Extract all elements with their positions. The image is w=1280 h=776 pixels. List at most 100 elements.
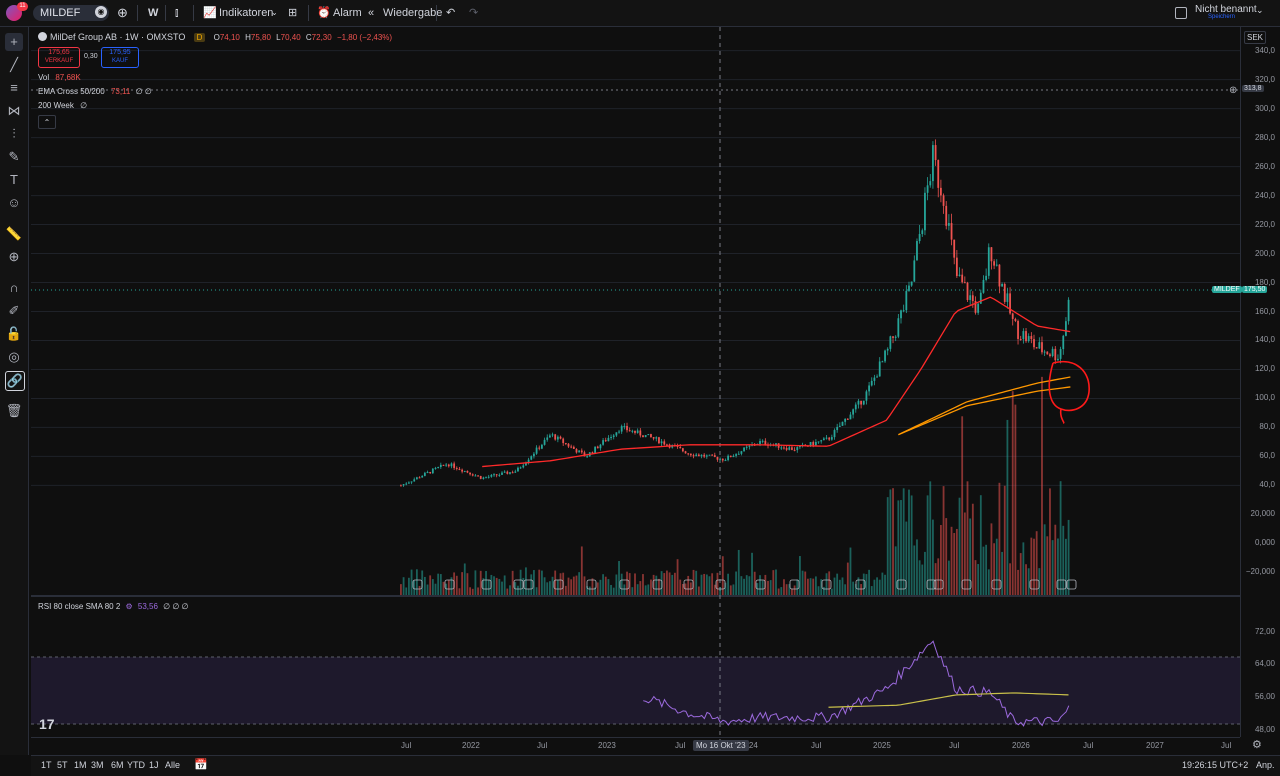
- currency-button[interactable]: SEK: [1244, 31, 1267, 44]
- timeframe-1t[interactable]: 1T: [41, 760, 52, 770]
- timeframe-1m[interactable]: 1M: [74, 760, 87, 770]
- timeframe-ytd[interactable]: YTD: [127, 760, 145, 770]
- timeframe-1j[interactable]: 1J: [149, 760, 159, 770]
- sell-button[interactable]: 175,65 VERKAUF: [38, 47, 80, 68]
- volume-bar: [918, 560, 921, 595]
- candle-body: [1038, 342, 1041, 349]
- candle-body: [594, 446, 597, 453]
- add-alert-icon[interactable]: ⊕: [1229, 85, 1238, 96]
- volume-bar: [966, 481, 969, 595]
- volume-bar: [445, 583, 448, 595]
- timeframe-alle[interactable]: Alle: [165, 760, 181, 770]
- layout-save-label[interactable]: Speichern: [1208, 14, 1236, 20]
- candle-body: [846, 418, 849, 420]
- rsi-settings-icon[interactable]: ⚙: [125, 602, 133, 611]
- axis-settings-icon[interactable]: ⚙: [1252, 739, 1262, 751]
- price-tick-label: 200,0: [1254, 248, 1275, 258]
- candle-body: [1019, 338, 1022, 340]
- indicators-button[interactable]: Indikatoren: [219, 7, 274, 19]
- layout-checkbox[interactable]: [1175, 7, 1187, 19]
- candle-body: [485, 477, 487, 479]
- candle-body: [639, 430, 642, 436]
- candle-body: [897, 318, 900, 337]
- candle-body: [711, 454, 714, 456]
- redo-icon[interactable]: ↷: [469, 7, 479, 19]
- candle-body: [950, 223, 953, 240]
- link-icon[interactable]: 🔗: [5, 371, 25, 391]
- visibility-icon[interactable]: ◎: [8, 349, 20, 364]
- candle-body: [953, 239, 956, 258]
- interval-button[interactable]: W: [148, 7, 159, 19]
- text-icon[interactable]: T: [10, 172, 18, 187]
- timeframe-5t[interactable]: 5T: [57, 760, 68, 770]
- zoom-icon[interactable]: ⊕: [8, 249, 20, 264]
- volume-bar: [783, 579, 785, 595]
- add-symbol-icon[interactable]: ⊕: [117, 5, 128, 20]
- trash-icon[interactable]: 🗑: [5, 403, 23, 418]
- volume-bar: [487, 579, 490, 595]
- time-axis[interactable]: Jul 2022 Jul 2023 Jul 2024 Jul 2025 Jul 2026 Jul 20…: [31, 737, 1240, 756]
- volume-bar: [822, 586, 825, 595]
- timeframe-6m[interactable]: 6M: [111, 760, 124, 770]
- volume-bar: [418, 585, 421, 595]
- layout-grid-icon[interactable]: ⊞: [288, 7, 298, 19]
- indicators-icon[interactable]: 📈: [203, 7, 217, 19]
- adjust-button[interactable]: Anp.: [1256, 760, 1275, 770]
- buy-button[interactable]: 175,95 KAUF: [101, 47, 139, 68]
- crosshair-icon[interactable]: +: [5, 33, 23, 51]
- candle-body: [788, 447, 791, 450]
- trend-line-icon[interactable]: ╱: [10, 57, 18, 72]
- eye-icon[interactable]: ◉: [95, 6, 107, 18]
- undo-icon[interactable]: ↶: [446, 7, 456, 19]
- chevron-down-icon[interactable]: ⌄: [271, 8, 278, 17]
- layout-name[interactable]: Nicht benannt: [1195, 4, 1257, 15]
- volume-bar: [1059, 481, 1062, 595]
- magnet-icon[interactable]: ∩: [9, 280, 19, 295]
- volume-bar: [993, 543, 996, 595]
- volume-bar: [913, 545, 916, 595]
- candle-body: [604, 440, 607, 442]
- volume-bar: [932, 519, 934, 595]
- candle-body: [1001, 283, 1003, 287]
- candle-body: [447, 464, 450, 467]
- price-chart[interactable]: 17: [31, 27, 1240, 751]
- collapse-legend-button[interactable]: ⌃: [38, 115, 56, 129]
- candle-body: [439, 464, 442, 467]
- clock[interactable]: 19:26:15 UTC+2: [1182, 760, 1249, 770]
- replay-button[interactable]: Wiedergabe: [383, 7, 443, 19]
- earnings-marker: [755, 579, 766, 590]
- candle-body: [1025, 331, 1027, 342]
- volume-bar: [735, 571, 737, 595]
- price-axis[interactable]: SEK 340,0 320,0 300,0 280,0 260,0 240,0 220,0 2…: [1240, 27, 1280, 737]
- pattern-icon[interactable]: ⋈: [7, 103, 21, 118]
- volume-bar: [961, 416, 964, 595]
- date-range-icon[interactable]: 📅: [194, 759, 208, 771]
- time-tick-label: 2025: [873, 741, 891, 750]
- ruler-lines-icon[interactable]: ⫶: [12, 126, 16, 141]
- volume-bar: [469, 587, 471, 595]
- timeframe-3m[interactable]: 3M: [91, 760, 104, 770]
- measure-icon[interactable]: 📏: [5, 226, 23, 241]
- chevron-down-icon[interactable]: ⌄: [1256, 5, 1264, 15]
- brush-icon[interactable]: ✎: [8, 149, 20, 164]
- horizontal-lines-icon[interactable]: ≡: [10, 80, 18, 95]
- volume-bar: [953, 533, 956, 595]
- symbol-search-box[interactable]: MILDEF ◉: [33, 5, 109, 21]
- volume-bar: [889, 489, 892, 595]
- alarm-icon[interactable]: ⏰: [317, 7, 331, 19]
- volume-bar: [681, 583, 684, 595]
- candle-body: [636, 430, 639, 433]
- candle-body: [655, 437, 658, 439]
- price-tick-label: 140,0: [1254, 335, 1275, 345]
- chart-type-icon[interactable]: ⫾: [175, 7, 179, 19]
- lock-icon[interactable]: 🔓: [5, 326, 23, 341]
- time-tick-label: Jul: [1083, 741, 1094, 750]
- alarm-button[interactable]: Alarm: [333, 7, 362, 19]
- emoji-icon[interactable]: ☺: [7, 195, 21, 210]
- volume-bar: [578, 572, 581, 595]
- replay-icon[interactable]: «: [368, 7, 375, 19]
- volume-bar: [591, 578, 594, 595]
- pencil-lock-icon[interactable]: ✐: [8, 303, 20, 318]
- volume-bar: [775, 569, 777, 595]
- candle-body: [586, 456, 589, 458]
